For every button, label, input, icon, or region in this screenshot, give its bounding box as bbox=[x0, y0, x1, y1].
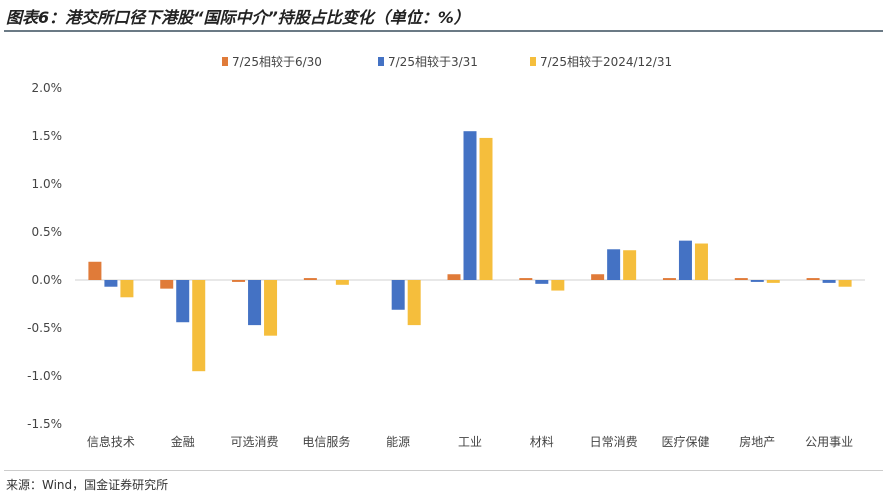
bar bbox=[120, 280, 134, 298]
bar bbox=[160, 280, 174, 289]
title-divider bbox=[4, 30, 883, 32]
bar bbox=[822, 280, 836, 283]
y-tick-label: 1.5% bbox=[32, 129, 63, 143]
x-tick-label: 公用事业 bbox=[805, 435, 853, 449]
bar bbox=[232, 280, 246, 282]
legend-label: 7/25相较于3/31 bbox=[388, 54, 478, 69]
bar bbox=[750, 280, 764, 282]
x-tick-label: 工业 bbox=[458, 435, 482, 449]
bar bbox=[678, 240, 692, 280]
chart-title: 图表6：港交所口径下港股“国际中介”持股占比变化（单位：%） bbox=[6, 8, 470, 27]
bar bbox=[335, 280, 349, 285]
y-tick-label: 2.0% bbox=[32, 81, 63, 95]
bar bbox=[391, 280, 405, 310]
bar bbox=[806, 278, 820, 280]
source-divider bbox=[4, 470, 883, 471]
x-tick-label: 信息技术 bbox=[87, 434, 135, 449]
source-note: 来源：Wind，国金证券研究所 bbox=[6, 478, 169, 492]
legend-label: 7/25相较于6/30 bbox=[232, 54, 322, 69]
bar bbox=[104, 280, 118, 287]
bar bbox=[303, 278, 317, 280]
bar bbox=[447, 274, 461, 280]
legend-label: 7/25相较于2024/12/31 bbox=[540, 54, 672, 69]
bar bbox=[463, 131, 477, 280]
x-tick-label: 金融 bbox=[171, 434, 195, 449]
y-tick-label: -0.5% bbox=[27, 321, 62, 335]
y-tick-label: -1.5% bbox=[27, 417, 62, 431]
bar bbox=[192, 280, 206, 372]
x-tick-label: 可选消费 bbox=[231, 435, 279, 449]
bar bbox=[248, 280, 262, 326]
bar bbox=[838, 280, 852, 287]
y-tick-label: 0.5% bbox=[32, 225, 63, 239]
x-tick-label: 电信服务 bbox=[302, 434, 350, 449]
x-tick-label: 材料 bbox=[530, 435, 554, 449]
bar bbox=[264, 280, 278, 336]
bar bbox=[734, 278, 748, 280]
bar bbox=[662, 278, 676, 280]
x-tick-label: 房地产 bbox=[739, 434, 775, 449]
y-tick-label: 1.0% bbox=[32, 177, 63, 191]
bar bbox=[519, 278, 533, 280]
bar-chart: 2.0% 1.5% 1.0% 0.5% 0.0% -0.5% -1.0% -1.5% 信息技术 金… bbox=[27, 54, 865, 449]
y-tick-label: 0.0% bbox=[32, 273, 63, 287]
x-tick-label: 日常消费 bbox=[590, 435, 638, 449]
bar bbox=[623, 250, 637, 280]
legend-swatch bbox=[378, 57, 384, 66]
bar bbox=[607, 249, 621, 280]
bar bbox=[535, 280, 549, 284]
legend-swatch bbox=[222, 57, 228, 66]
x-tick-label: 医疗保健 bbox=[661, 435, 709, 449]
bar bbox=[591, 274, 605, 280]
y-tick-label: -1.0% bbox=[27, 369, 62, 383]
bar bbox=[694, 243, 708, 280]
legend-swatch bbox=[530, 57, 536, 66]
x-tick-label: 能源 bbox=[386, 435, 410, 449]
bar bbox=[88, 261, 102, 280]
bar bbox=[551, 280, 565, 291]
bar bbox=[407, 280, 421, 326]
bar bbox=[176, 280, 190, 323]
bar bbox=[766, 280, 780, 283]
bar bbox=[479, 137, 493, 280]
